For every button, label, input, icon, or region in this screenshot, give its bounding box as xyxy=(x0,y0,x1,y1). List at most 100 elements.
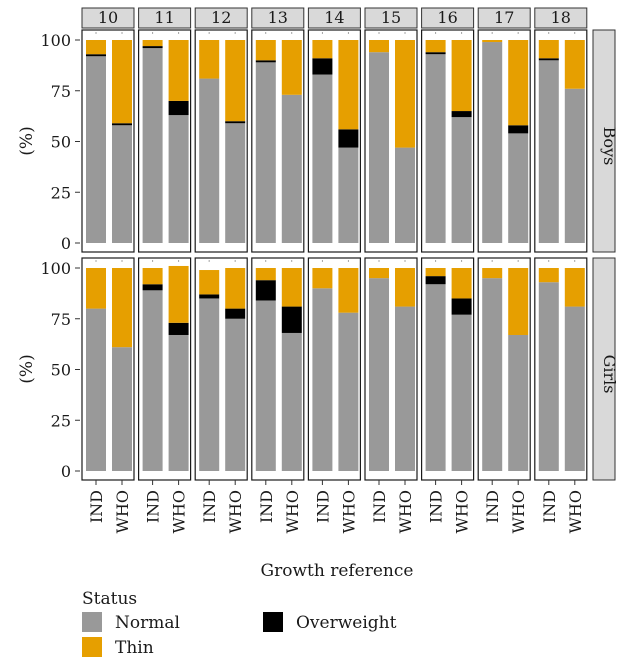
bar-segment-normal xyxy=(425,54,446,244)
bar-segment-overweight xyxy=(86,54,106,57)
bar-top-mark: · xyxy=(208,29,211,38)
facet-strip-girls xyxy=(592,257,616,481)
facet-panel-border xyxy=(477,29,531,253)
bar-segment-thin xyxy=(338,40,359,130)
bar-top-mark: · xyxy=(491,29,494,38)
facet-panel-border xyxy=(138,257,192,481)
y-tick-label: 75 xyxy=(51,310,71,329)
facet-panel-boys-12: · · xyxy=(194,29,248,253)
bar-segment-overweight xyxy=(538,58,559,61)
bar-segment-overweight xyxy=(255,60,276,63)
bar-top-mark: · xyxy=(404,257,407,266)
bar-segment-normal xyxy=(255,62,276,243)
bar-segment-normal xyxy=(281,332,302,471)
bar-segment-normal xyxy=(255,300,276,471)
bar-top-mark: · xyxy=(291,257,294,266)
x-tick-label: IND xyxy=(427,490,446,523)
bar-top-mark: · xyxy=(151,29,154,38)
bar-segment-normal xyxy=(199,78,220,243)
bar-top-mark: · xyxy=(121,29,124,38)
facet-panel-boys-13: · · xyxy=(251,29,305,253)
bar-segment-thin xyxy=(281,268,302,307)
bar-segment-thin xyxy=(395,40,415,148)
bar-segment-thin xyxy=(369,268,389,279)
bar-segment-overweight xyxy=(255,280,276,301)
facet-panel-girls-15: · · xyxy=(364,257,418,481)
facet-row-label: Boys xyxy=(600,127,619,166)
facet-panel-boys-14: · · xyxy=(307,29,361,253)
x-tick-label: IND xyxy=(200,490,219,523)
bar-segment-thin xyxy=(199,40,220,79)
bar-segment-thin xyxy=(369,40,389,53)
facet-strip-13 xyxy=(251,7,305,29)
bar-segment-thin xyxy=(168,265,189,323)
x-tick-label: IND xyxy=(370,490,389,523)
bar-top-mark: · xyxy=(548,257,551,266)
x-tick-label: IND xyxy=(144,490,163,523)
facet-strip-label: 18 xyxy=(551,8,571,27)
legend-label-normal: Normal xyxy=(115,613,180,633)
bar-segment-thin xyxy=(112,268,132,348)
bar-segment-thin xyxy=(225,268,246,309)
bar-top-mark: · xyxy=(321,29,324,38)
facet-panel-border xyxy=(194,29,248,253)
facet-strip-14 xyxy=(307,7,361,29)
bar-segment-overweight xyxy=(225,308,246,319)
bar-top-mark: · xyxy=(321,257,324,266)
facet-strip-16 xyxy=(421,7,475,29)
y-tick-label: 50 xyxy=(51,133,71,152)
x-axis-title: Growth reference xyxy=(261,561,414,581)
bar-segment-overweight xyxy=(112,123,132,126)
bar-top-mark: · xyxy=(234,257,237,266)
facet-panel-border xyxy=(81,29,135,253)
y-tick-label: 100 xyxy=(40,259,71,278)
bar-segment-thin xyxy=(538,268,559,283)
bar-segment-overweight xyxy=(225,121,246,124)
facet-panel-boys-18: · · xyxy=(534,29,588,253)
facet-strip-label: 15 xyxy=(381,8,401,27)
facet-strip-10 xyxy=(81,7,135,29)
bar-top-mark: · xyxy=(574,29,577,38)
bar-segment-thin xyxy=(255,268,276,281)
x-tick-label: WHO xyxy=(566,490,585,534)
bar-segment-normal xyxy=(482,278,503,471)
bar-segment-thin xyxy=(142,40,163,47)
bar-segment-overweight xyxy=(451,298,472,315)
legend-title: Status xyxy=(82,589,137,609)
x-tick-label: IND xyxy=(257,490,276,523)
facet-panel-girls-10: · · xyxy=(81,257,135,481)
facet-panel-boys-11: · · xyxy=(138,29,192,253)
bar-segment-normal xyxy=(86,308,106,471)
bar-segment-normal xyxy=(338,312,359,471)
facet-panel-boys-10: · · xyxy=(81,29,135,253)
x-tick-label: WHO xyxy=(113,490,132,534)
bar-segment-thin xyxy=(112,40,132,124)
y-tick-label: 75 xyxy=(51,82,71,101)
bar-segment-normal xyxy=(564,88,585,243)
bar-top-mark: · xyxy=(574,257,577,266)
bar-top-mark: · xyxy=(434,29,437,38)
bar-top-mark: · xyxy=(208,257,211,266)
bar-segment-normal xyxy=(508,133,529,243)
facet-panel-border xyxy=(307,257,361,481)
bar-segment-thin xyxy=(538,40,559,59)
bar-segment-normal xyxy=(538,282,559,471)
bar-segment-normal xyxy=(538,60,559,243)
bar-segment-thin xyxy=(86,40,106,55)
bar-segment-thin xyxy=(451,268,472,299)
bar-segment-normal xyxy=(225,123,246,243)
facet-panel-girls-16: · · xyxy=(421,257,475,481)
bar-top-mark: · xyxy=(95,29,98,38)
bar-top-mark: · xyxy=(378,257,381,266)
bar-top-mark: · xyxy=(265,29,268,38)
facet-strip-label: 12 xyxy=(211,8,231,27)
bar-segment-normal xyxy=(425,284,446,471)
bar-segment-thin xyxy=(142,268,163,285)
legend-swatch-overweight xyxy=(263,612,283,632)
bar-segment-overweight xyxy=(451,111,472,118)
bar-segment-normal xyxy=(86,56,106,243)
facet-strip-boys xyxy=(592,29,616,253)
legend-swatch-thin xyxy=(82,637,102,657)
facet-strip-15 xyxy=(364,7,418,29)
bar-segment-normal xyxy=(112,347,132,471)
